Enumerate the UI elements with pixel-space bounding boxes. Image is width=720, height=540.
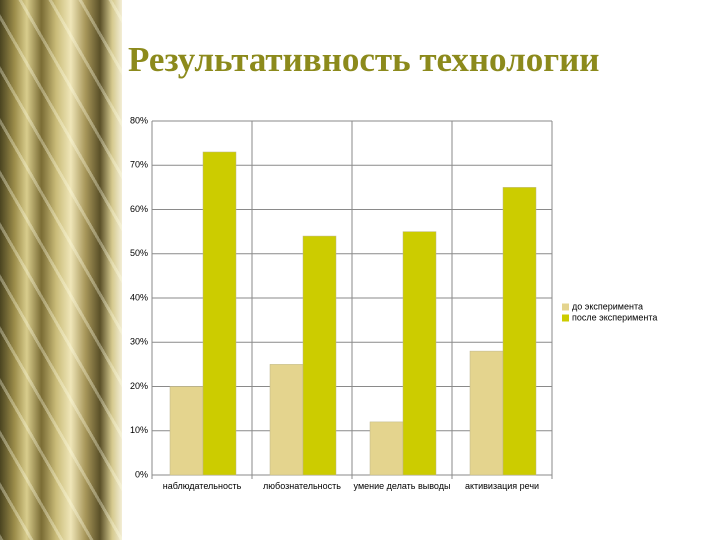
legend-label: до эксперимента xyxy=(572,301,643,311)
bar xyxy=(402,231,437,476)
x-tick-label: активизация речи xyxy=(464,481,540,491)
legend-label: после эксперимента xyxy=(572,312,657,322)
bar xyxy=(202,151,237,476)
y-tick-label: 20% xyxy=(130,381,148,391)
x-tick-label: наблюдательность xyxy=(162,481,242,491)
bar xyxy=(369,421,404,476)
bar xyxy=(302,235,337,476)
y-tick-label: 0% xyxy=(135,469,148,479)
y-tick-label: 50% xyxy=(130,248,148,258)
chart-title: Результативность технологии xyxy=(128,40,600,79)
x-tick-label: умение делать выводы xyxy=(353,481,451,491)
bar xyxy=(469,350,504,476)
bar xyxy=(502,187,537,476)
x-tick-label-box: наблюдательность xyxy=(162,481,242,491)
y-tick-label: 10% xyxy=(130,425,148,435)
legend-swatch xyxy=(562,314,569,322)
x-tick-label-box: любознательность xyxy=(263,481,341,491)
y-tick-label: 60% xyxy=(130,204,148,214)
y-tick-label: 30% xyxy=(130,337,148,347)
y-tick-label: 80% xyxy=(130,115,148,125)
bar xyxy=(169,386,204,476)
y-tick-label: 40% xyxy=(130,292,148,302)
legend-swatch xyxy=(562,303,569,311)
x-tick-label-box: умение делать выводы xyxy=(353,481,451,491)
y-tick-label: 70% xyxy=(130,160,148,170)
bar xyxy=(269,364,304,476)
x-tick-label-box: активизация речи xyxy=(464,481,540,491)
x-tick-label: любознательность xyxy=(263,481,341,491)
decorative-border xyxy=(0,0,122,540)
